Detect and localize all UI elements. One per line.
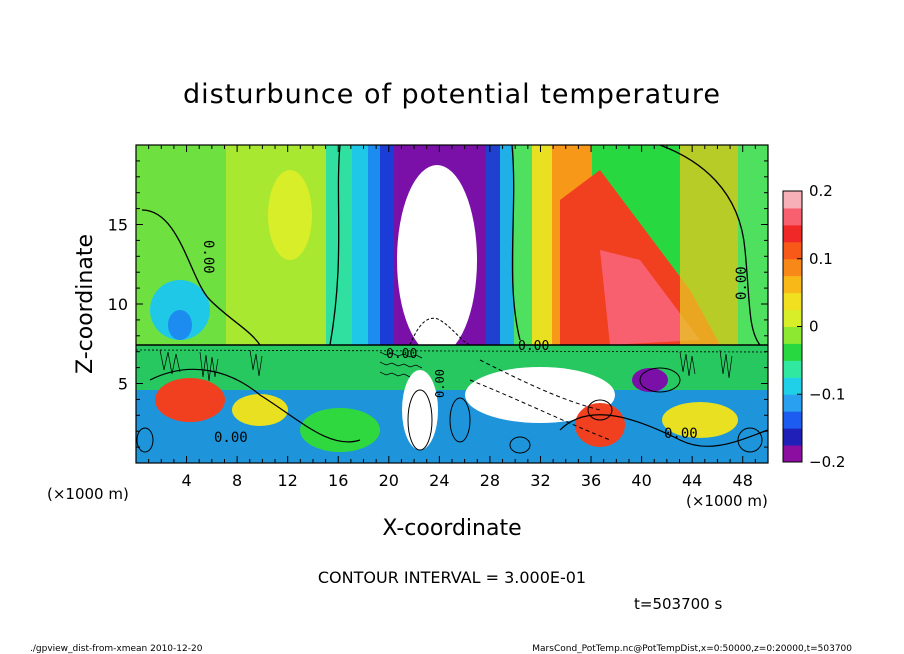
contour-label: 0.00	[214, 430, 248, 446]
contour-line	[141, 209, 261, 346]
lower-white-plume	[465, 367, 615, 423]
contour-loop	[639, 367, 681, 393]
lower-purple-right	[632, 368, 668, 392]
contour-line-dashed	[469, 379, 611, 441]
band-yellow-patch	[268, 170, 312, 260]
time-label: t=503700 s	[634, 595, 722, 613]
contour-loop	[407, 389, 433, 451]
colorbar-label: 0	[809, 318, 819, 336]
colorbar-segment	[783, 343, 802, 361]
colorbar-segment	[783, 191, 802, 209]
band-cyan-right	[500, 145, 514, 345]
band-right-green	[738, 145, 768, 345]
band-pink-wedge	[600, 250, 700, 345]
colorbar-segment	[783, 241, 802, 260]
contour-label: 0.00	[200, 240, 216, 274]
band-blue	[380, 145, 394, 345]
lower-yellow-left	[232, 394, 288, 426]
colorbar-label: −0.1	[809, 385, 845, 403]
x-unit-label: (×1000 m)	[47, 485, 129, 503]
colorbar-segment	[783, 411, 802, 429]
lower-red-right	[575, 403, 625, 447]
contour-line	[659, 145, 761, 346]
colorbar-segment	[783, 394, 802, 412]
colorbar-segment	[783, 207, 802, 226]
x-tick-label: 32	[530, 471, 550, 490]
lower-yellow-right	[662, 402, 738, 438]
band-green-right	[514, 145, 532, 345]
contour-line	[511, 145, 521, 341]
y-axis-label: Z-coordinate	[73, 234, 98, 374]
x-tick-label: 36	[581, 471, 601, 490]
x-axis: 4 8 12 16 20 24 28 32 36 40 44 48	[148, 145, 756, 490]
blue-patch-left	[168, 310, 192, 340]
colorbar-segment	[783, 360, 802, 378]
contour-line	[149, 368, 361, 443]
contour-line-dashed	[479, 359, 601, 411]
x-tick-label: 40	[631, 471, 651, 490]
colorbar-label: 0.2	[809, 182, 833, 200]
contour-label: 0.00	[664, 426, 698, 442]
y-unit-label: (×1000 m)	[686, 492, 768, 510]
boundary-noise	[159, 349, 733, 382]
y-axis: 5 10 15	[108, 160, 768, 448]
x-axis-label: X-coordinate	[382, 516, 521, 541]
x-tick-label: 24	[429, 471, 449, 490]
contour-label: 0.00	[734, 266, 750, 300]
band-blue-right	[486, 145, 500, 345]
colorbar-segment	[783, 224, 802, 243]
contour-interval-text: CONTOUR INTERVAL = 3.000E-01	[318, 568, 586, 587]
footer-left: ./gpview_dist-from-xmean 2010-12-20	[30, 644, 203, 654]
x-tick-label: 4	[181, 471, 191, 490]
colorbar-label: 0.1	[809, 250, 833, 268]
contour-label: 0.00	[518, 339, 549, 354]
contour-label: 0.00	[386, 347, 417, 362]
contour-line	[329, 145, 341, 346]
chart-title: disturbunce of potential temperature	[183, 79, 721, 110]
colorbar-segment	[783, 428, 802, 446]
x-tick-label: 44	[682, 471, 702, 490]
contour-loop	[587, 399, 613, 421]
x-tick-label: 48	[733, 471, 753, 490]
contour-line	[136, 349, 768, 353]
band-yellow-right	[532, 145, 552, 345]
lower-green-mid	[300, 408, 380, 452]
x-tick-label: 8	[232, 471, 242, 490]
colorbar-segment	[783, 377, 802, 395]
x-tick-label: 12	[278, 471, 298, 490]
colorbar-segment	[783, 326, 802, 344]
contour-labels: 0.00 0.00 0.00 0.00 0.00 0.00 0.00	[200, 240, 750, 446]
white-plume	[397, 165, 477, 355]
lower-white-left	[402, 370, 438, 450]
colorbar-segment	[783, 445, 802, 463]
colorbar-segment	[783, 309, 802, 327]
lower-red-left	[155, 378, 225, 422]
band-cyan	[352, 145, 368, 345]
contour-loop	[449, 397, 471, 443]
y-tick-label: 5	[118, 375, 128, 394]
colorbar-segment	[783, 275, 802, 294]
contour-label: 0.00	[433, 369, 447, 398]
contour-line	[559, 414, 768, 447]
footer-right: MarsCond_PotTemp.nc@PotTempDist,x=0:5000…	[532, 644, 852, 654]
x-tick-label: 16	[328, 471, 348, 490]
colorbar-label: −0.2	[809, 453, 845, 471]
colorbar: 0.2 0.1 0 −0.1 −0.2	[782, 182, 845, 471]
contour-loop	[509, 436, 531, 454]
contour-loop	[737, 427, 763, 453]
y-tick-label: 15	[108, 216, 128, 235]
contour-loop	[136, 427, 154, 453]
x-tick-label: 28	[480, 471, 500, 490]
y-tick-label: 10	[108, 295, 128, 314]
colorbar-segment	[783, 292, 802, 311]
band-blue-light	[368, 145, 380, 345]
x-tick-label: 20	[379, 471, 399, 490]
colorbar-segment	[783, 258, 802, 277]
plot-field	[136, 145, 768, 463]
